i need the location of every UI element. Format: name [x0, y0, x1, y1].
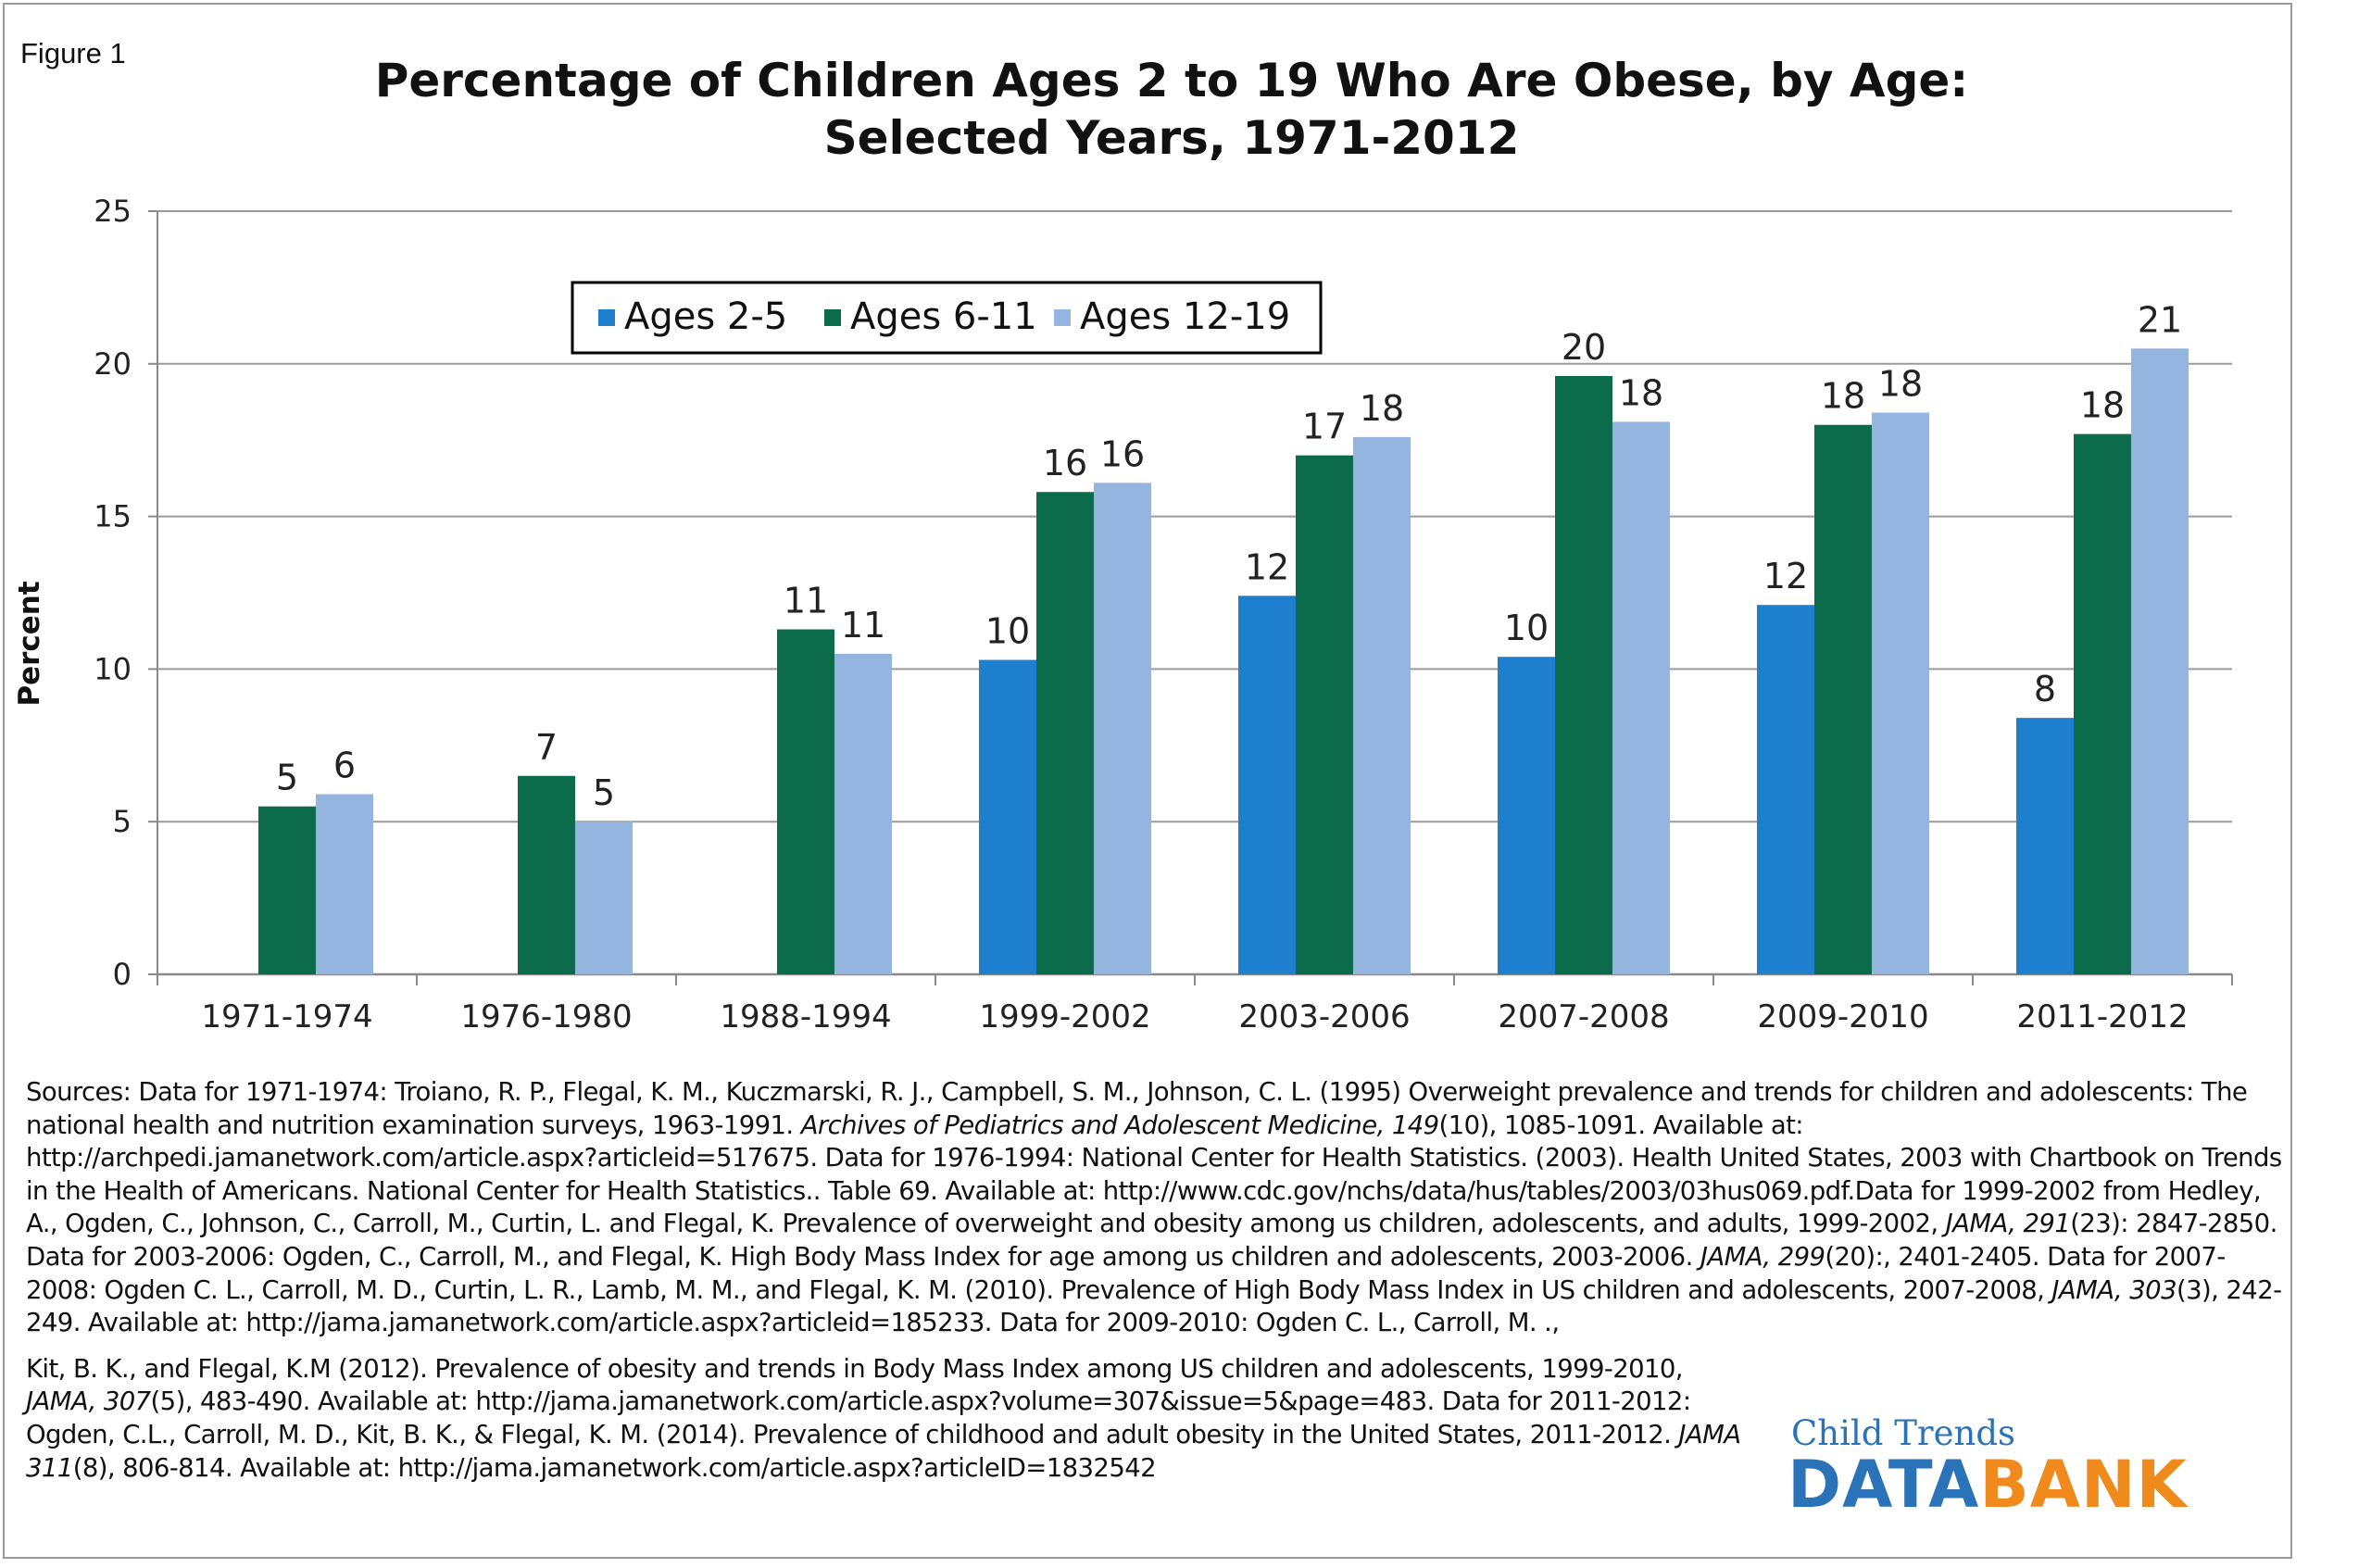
bar	[1612, 421, 1670, 974]
sources-text-span: Sources: Data for 1971-1974: Troiano, R.…	[26, 1077, 2248, 1140]
legend-label: Ages 12-19	[1080, 295, 1290, 338]
figure-label: Figure 1	[20, 37, 126, 69]
data-label: 18	[1821, 376, 1865, 417]
x-tick-label: 2009-2010	[1757, 998, 1928, 1035]
x-tick-label: 2007-2008	[1498, 998, 1669, 1035]
bar	[2131, 348, 2189, 974]
bar	[1094, 483, 1151, 974]
legend-label: Ages 2-5	[624, 295, 787, 338]
x-tick-label: 1976-1980	[460, 998, 632, 1035]
data-label: 8	[2034, 669, 2056, 709]
data-label: 18	[1619, 372, 1663, 413]
bar	[777, 629, 834, 974]
sources-journal: Archives of Pediatrics and Adolescent Me…	[800, 1110, 1439, 1140]
legend-box	[571, 281, 1323, 355]
bar	[1238, 596, 1296, 974]
y-tick-label: 0	[113, 957, 132, 992]
bar	[1555, 375, 1612, 974]
logo-bank: BANK	[1979, 1447, 2188, 1523]
y-tick-label: 20	[94, 346, 132, 382]
sources-text-span: (5), 483-490. Available at: http://jama.…	[26, 1386, 1691, 1449]
data-label: 20	[1562, 327, 1606, 368]
bar	[979, 659, 1036, 974]
data-label: 16	[1100, 433, 1145, 474]
data-label: 12	[1245, 546, 1289, 587]
bar	[1353, 436, 1411, 974]
bar	[1872, 412, 1929, 974]
child-trends-databank-logo: Child Trends DATABANK	[1788, 1413, 2188, 1518]
sources-text-span: (3), 242-249. Available at: http://jama.…	[26, 1274, 2282, 1338]
sources-journal: JAMA, 291	[1945, 1209, 2071, 1239]
x-tick-label: 1988-1994	[720, 998, 891, 1035]
sources-text: Sources: Data for 1971-1974: Troiano, R.…	[26, 1076, 2286, 1485]
sources-text-span: (8), 806-814. Available at: http://jama.…	[72, 1452, 1157, 1483]
bar	[258, 806, 316, 974]
bar	[1296, 455, 1353, 974]
y-tick-label: 5	[113, 804, 132, 839]
bar	[2016, 718, 2074, 974]
bar	[575, 822, 633, 974]
data-label: 18	[1878, 364, 1923, 405]
bar	[2074, 433, 2131, 974]
legend-swatch	[824, 309, 841, 326]
data-label: 6	[333, 746, 356, 786]
data-label: 21	[2138, 299, 2182, 340]
sources-text-span: (20):, 2401-2405. Data for 2007-2008: Og…	[26, 1241, 2226, 1305]
y-axis-label: Percent	[13, 581, 46, 707]
data-label: 10	[985, 611, 1030, 652]
data-label: 16	[1043, 443, 1087, 483]
bar	[1757, 605, 1814, 974]
sources-journal: JAMA, 303	[2051, 1274, 2177, 1305]
data-label: 11	[841, 605, 885, 646]
x-axis-ticks: 1971-1974 1976-1980 1988-1994 1999-2002 2003…	[201, 998, 2188, 1035]
chart-title: Percentage of Children Ages 2 to 19 Who …	[185, 52, 2158, 167]
data-label: 18	[2080, 385, 2125, 426]
sources-text-span: (10), 1085-1091. Available at: http://ar…	[26, 1110, 2282, 1239]
data-label: 12	[1763, 556, 1808, 596]
data-label: 5	[593, 772, 615, 813]
x-tick-label: 2003-2006	[1238, 998, 1410, 1035]
chart-title-line2: Selected Years, 1971-2012	[823, 111, 1520, 165]
x-tick-label: 1971-1974	[201, 998, 372, 1035]
legend-label: Ages 6-11	[850, 295, 1037, 338]
data-label: 11	[784, 581, 828, 621]
sources-paragraph-2: Kit, B. K., and Flegal, K.M (2012). Prev…	[26, 1353, 1758, 1485]
y-tick-label: 10	[94, 651, 132, 686]
sources-text-span: (23): 2847-2850. Data for 2003-2006: Ogd…	[26, 1209, 2277, 1272]
data-label: 10	[1504, 608, 1549, 648]
logo-line2: DATABANK	[1788, 1452, 2188, 1517]
sources-journal: JAMA, 307	[26, 1386, 151, 1417]
x-tick-label: 1999-2002	[979, 998, 1150, 1035]
data-label: 7	[535, 727, 558, 768]
bar	[316, 794, 373, 974]
bar	[1498, 657, 1555, 974]
sources-text-span: Kit, B. K., and Flegal, K.M (2012). Prev…	[26, 1353, 1684, 1384]
bars	[258, 348, 2189, 975]
legend-swatch	[598, 309, 615, 326]
legend-swatch	[1054, 309, 1071, 326]
bar	[834, 653, 892, 974]
legend: Ages 2-5 Ages 6-11 Ages 12-19	[571, 281, 1323, 355]
sources-paragraph-1: Sources: Data for 1971-1974: Troiano, R.…	[26, 1076, 2286, 1340]
data-label: 5	[276, 758, 298, 798]
y-tick-label: 15	[94, 499, 132, 534]
sources-journal: JAMA, 299	[1700, 1241, 1825, 1272]
logo-line1: Child Trends	[1791, 1413, 2016, 1453]
y-axis-ticks: 0 5 10 15 20 25	[94, 194, 132, 992]
bar	[1814, 424, 1872, 975]
bar	[1036, 492, 1094, 974]
data-label: 18	[1360, 388, 1404, 429]
x-tick-label: 2011-2012	[2016, 998, 2188, 1035]
y-tick-label: 25	[94, 194, 132, 229]
data-label: 17	[1302, 407, 1347, 447]
bar	[518, 775, 575, 974]
logo-data: DATA	[1788, 1447, 1980, 1523]
chart-title-line1: Percentage of Children Ages 2 to 19 Who …	[374, 54, 1969, 107]
sources-journal: JAMA 311	[26, 1419, 1741, 1483]
